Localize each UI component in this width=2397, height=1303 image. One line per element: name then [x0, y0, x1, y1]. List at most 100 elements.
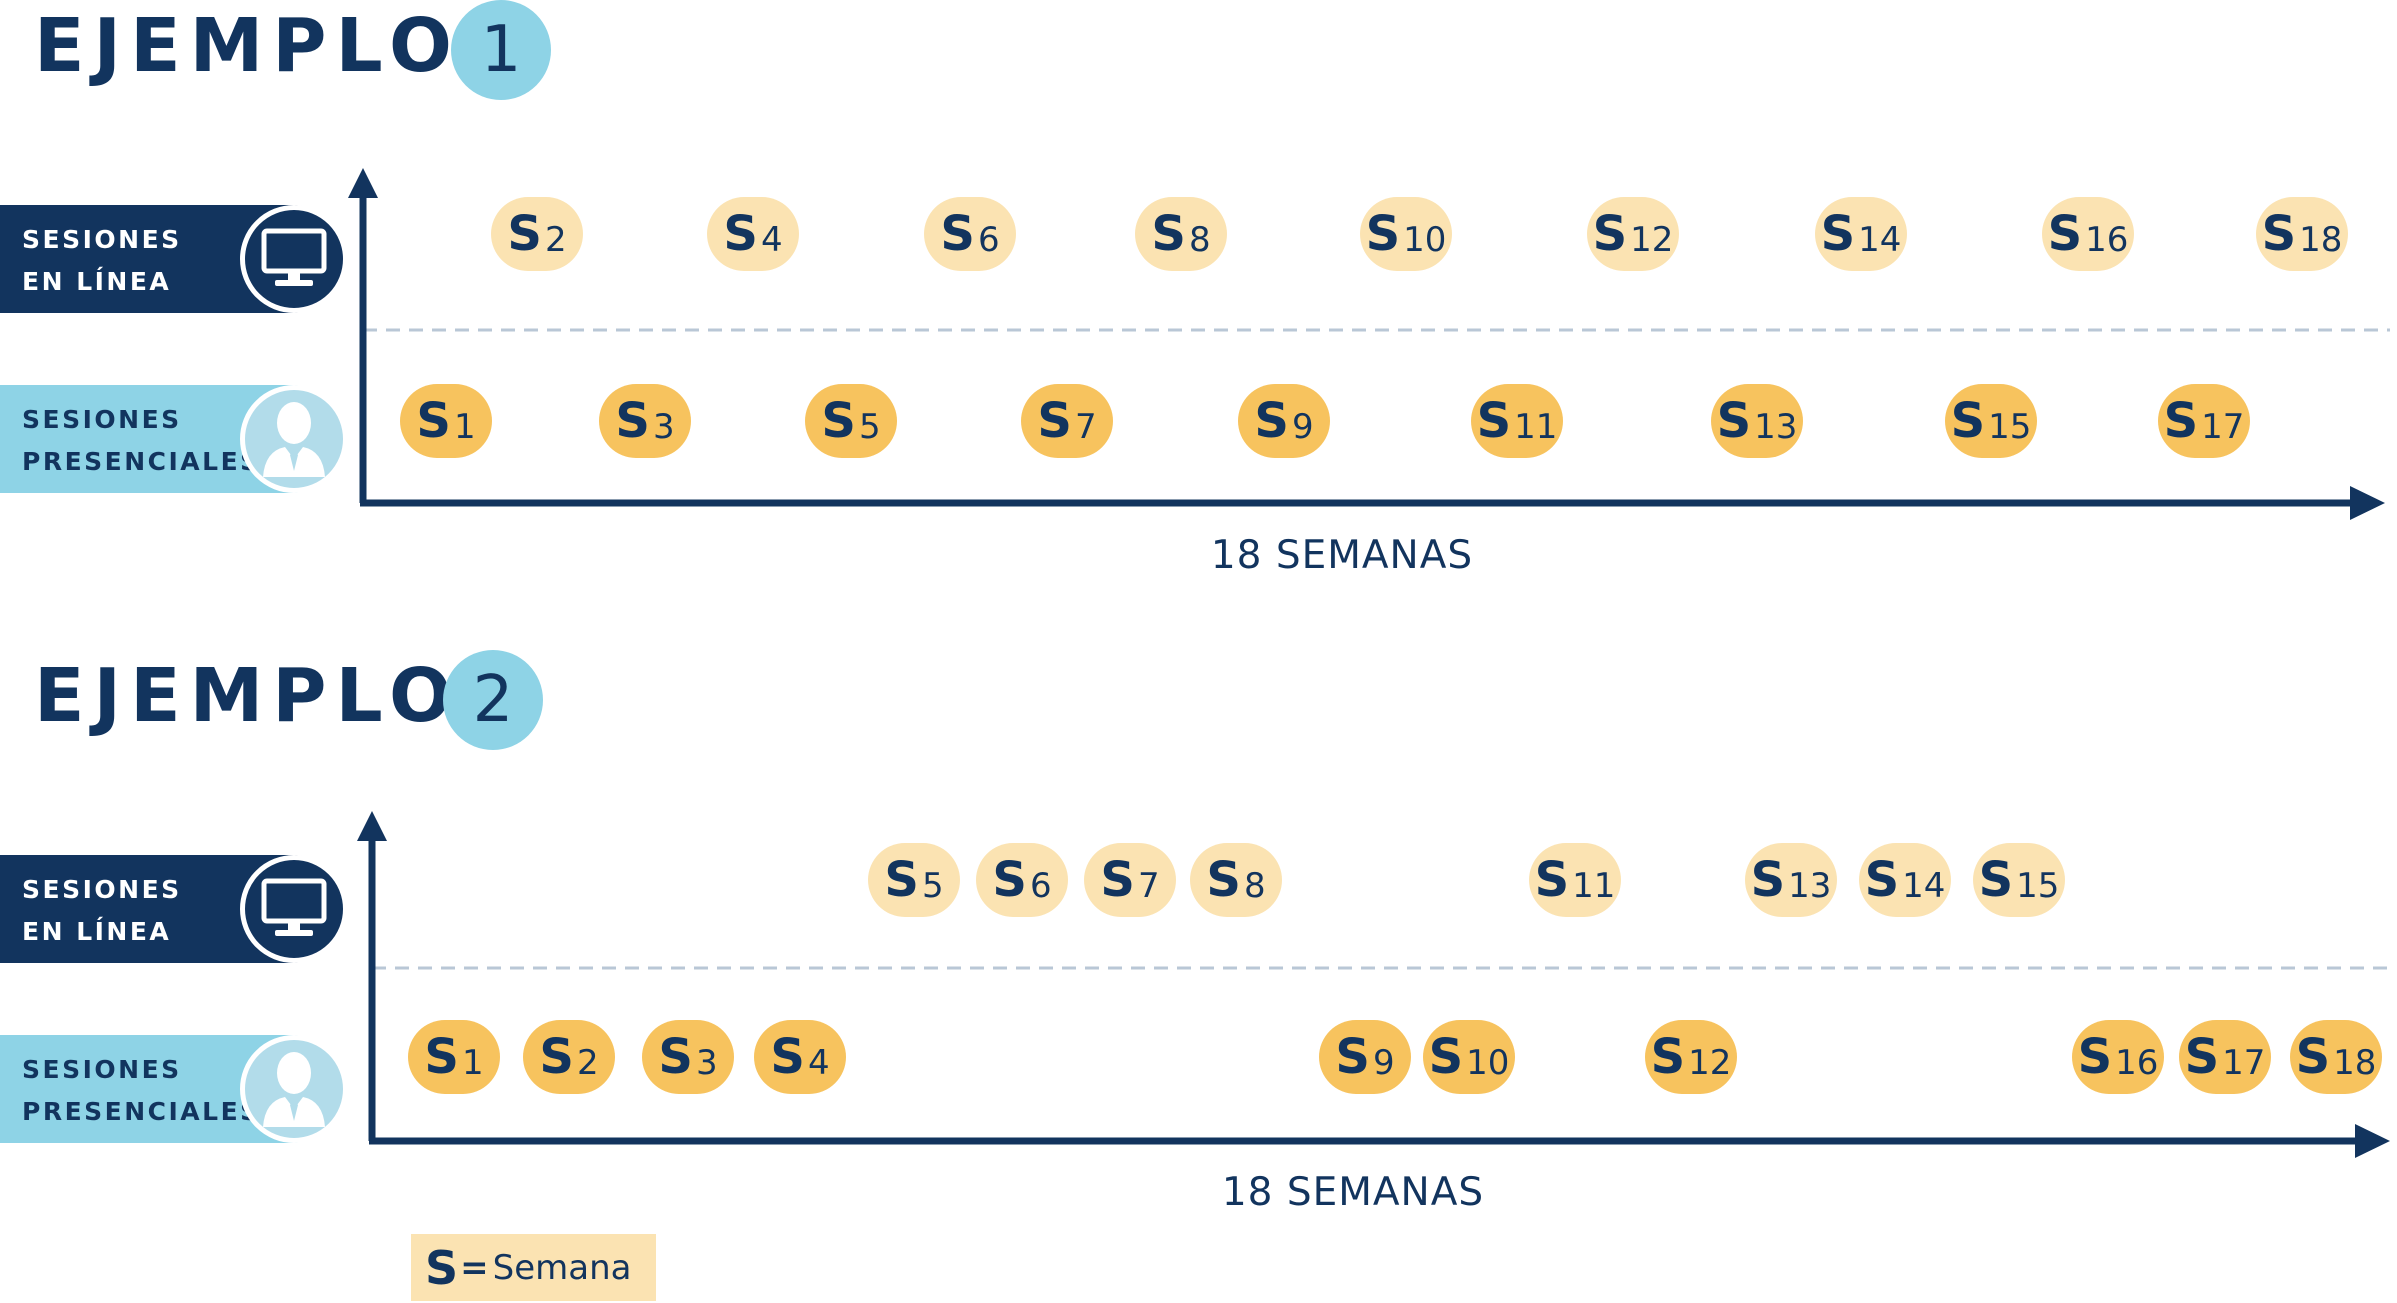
week-symbol: S	[1820, 206, 1856, 262]
x-axis-arrow	[2350, 486, 2385, 520]
axis-label-weeks: 18 SEMANAS	[1210, 533, 1474, 578]
week-symbol: S	[1151, 206, 1186, 262]
week-number: 7	[1074, 407, 1097, 447]
week-number: 5	[858, 407, 881, 447]
week-symbol: S	[821, 393, 856, 449]
presential-week-badge-12: S 12	[1645, 1020, 1737, 1094]
person-icon	[240, 1035, 348, 1143]
presential-week-badge-13: S 13	[1711, 384, 1803, 458]
week-number: 13	[1788, 866, 1832, 906]
week-symbol: S	[1716, 393, 1752, 449]
week-symbol: S	[992, 852, 1027, 908]
week-number: 12	[1630, 220, 1674, 260]
week-number: 9	[1372, 1043, 1395, 1083]
online-week-badge-18: S 18	[2256, 197, 2348, 271]
presential-week-badge-17: S 17	[2158, 384, 2250, 458]
timeline-axes	[348, 168, 2390, 520]
legend-box: S = Semana	[411, 1234, 656, 1301]
week-symbol: S	[1978, 852, 2014, 908]
example-title: EJEMPLO	[34, 653, 461, 739]
week-symbol: S	[1254, 393, 1289, 449]
x-axis-arrow	[2355, 1124, 2390, 1158]
week-number: 5	[921, 866, 944, 906]
legend-text: Semana	[492, 1247, 632, 1288]
monitor-icon	[240, 855, 348, 963]
online-sessions-tag: SESIONES EN LÍNEA	[0, 205, 348, 313]
presential-week-badge-17: S 17	[2179, 1020, 2271, 1094]
presential-week-badge-16: S 16	[2072, 1020, 2164, 1094]
presential-sessions-tag: SESIONES PRESENCIALES	[0, 385, 348, 493]
week-number: 6	[1029, 866, 1052, 906]
example-title: EJEMPLO	[34, 3, 461, 89]
week-symbol: S	[2295, 1029, 2331, 1085]
timeline-axes	[357, 811, 2390, 1158]
week-symbol: S	[2184, 1029, 2220, 1085]
y-axis-arrow	[357, 811, 387, 841]
presential-sessions-label: SESIONES PRESENCIALES	[22, 1055, 261, 1126]
week-symbol: S	[1335, 1029, 1370, 1085]
week-symbol: S	[1950, 393, 1986, 449]
y-axis-arrow	[348, 168, 378, 198]
week-symbol: S	[884, 852, 919, 908]
example-number-badge: 2	[443, 650, 543, 750]
week-number: 17	[2201, 407, 2245, 447]
week-number: 15	[1988, 407, 2032, 447]
week-symbol: S	[1650, 1029, 1686, 1085]
week-symbol: S	[1592, 206, 1628, 262]
presential-sessions-tag: SESIONES PRESENCIALES	[0, 1035, 348, 1143]
week-symbol: S	[416, 393, 451, 449]
week-number: 9	[1291, 407, 1314, 447]
week-number: 1	[453, 407, 476, 447]
week-number: 8	[1243, 866, 1266, 906]
week-number: 15	[2016, 866, 2060, 906]
week-symbol: S	[1534, 852, 1570, 908]
week-number: 16	[2115, 1043, 2159, 1083]
week-number: 3	[652, 407, 675, 447]
week-number: 16	[2085, 220, 2129, 260]
week-number: 11	[1514, 407, 1558, 447]
week-symbol: S	[2077, 1029, 2113, 1085]
week-number: 18	[2333, 1043, 2377, 1083]
week-number: 7	[1137, 866, 1160, 906]
week-number: 4	[807, 1043, 830, 1083]
week-symbol: S	[658, 1029, 693, 1085]
monitor-icon	[240, 205, 348, 313]
online-week-badge-14: S 14	[1859, 843, 1951, 917]
week-symbol: S	[1365, 206, 1401, 262]
week-number: 3	[695, 1043, 718, 1083]
axis-label-weeks: 18 SEMANAS	[1221, 1170, 1485, 1215]
week-number: 1	[461, 1043, 484, 1083]
week-symbol: S	[539, 1029, 574, 1085]
legend-symbol: S	[425, 1240, 459, 1295]
week-number: 10	[1466, 1043, 1510, 1083]
week-symbol: S	[770, 1029, 805, 1085]
week-number: 18	[2299, 220, 2343, 260]
online-week-badge-12: S 12	[1587, 197, 1679, 271]
week-symbol: S	[507, 206, 542, 262]
week-number: 11	[1572, 866, 1616, 906]
week-symbol: S	[2261, 206, 2297, 262]
week-symbol: S	[2163, 393, 2199, 449]
online-sessions-label: SESIONES EN LÍNEA	[22, 875, 182, 946]
week-symbol: S	[2047, 206, 2083, 262]
week-symbol: S	[1864, 852, 1900, 908]
online-week-badge-16: S 16	[2042, 197, 2134, 271]
example-number-badge: 1	[451, 0, 551, 100]
week-symbol: S	[1476, 393, 1512, 449]
week-symbol: S	[424, 1029, 459, 1085]
week-symbol: S	[1037, 393, 1072, 449]
week-symbol: S	[1100, 852, 1135, 908]
